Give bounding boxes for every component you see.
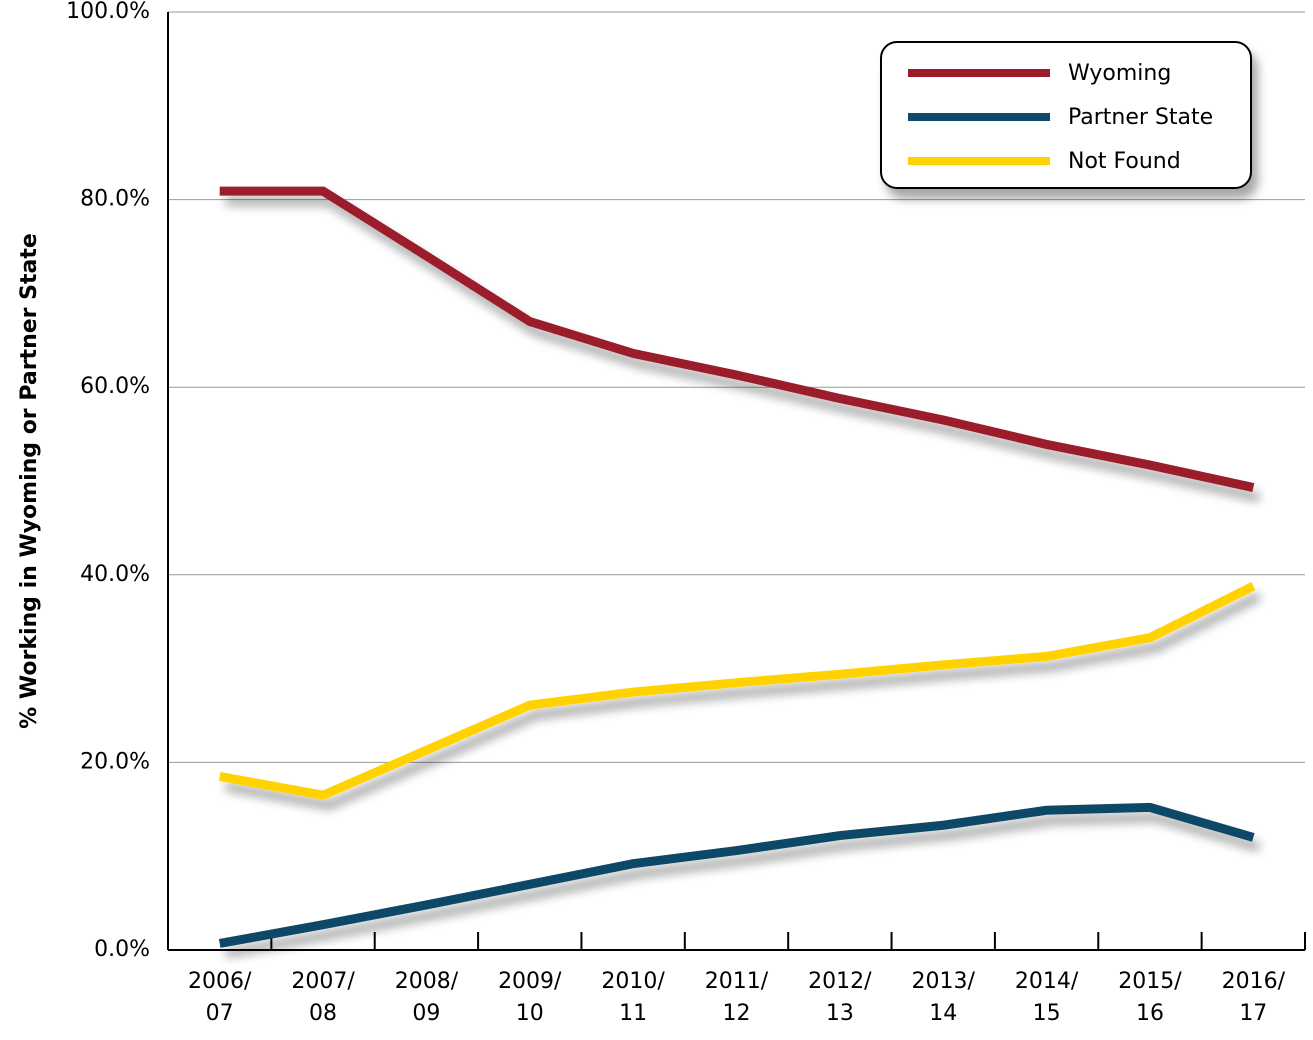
x-tick-label: 2012/ 13 [808,969,872,1026]
x-tick-label: 2009/ 10 [498,969,562,1026]
y-tick-label: 40.0% [80,562,150,587]
y-tick-label: 20.0% [80,749,150,774]
y-tick-label: 60.0% [80,374,150,399]
x-tick-label: 2008/ 09 [394,969,459,1026]
legend-label: Wyoming [1068,61,1171,86]
y-tick-label: 80.0% [80,187,150,212]
x-tick-label: 2016/ 17 [1221,969,1286,1026]
y-tick-label: 0.0% [94,937,150,962]
x-tick-label: 2007/ 08 [291,969,355,1026]
series-line [218,582,1256,800]
series-line [219,186,1255,492]
y-axis-label: % Working in Wyoming or Partner State [17,233,42,729]
series-line [218,802,1255,948]
x-tick-label: 2010/ 11 [601,969,665,1026]
legend-label: Partner State [1068,105,1213,130]
x-tick-label: 2014/ 15 [1014,969,1079,1026]
x-tick-label: 2013/ 14 [911,969,975,1026]
x-tick-label: 2011/ 12 [704,969,769,1026]
legend: Wyoming Partner State Not Found [880,41,1252,189]
legend-box [880,41,1252,189]
y-tick-label: 100.0% [66,0,150,24]
x-tick-label: 2015/ 16 [1118,969,1182,1026]
legend-label: Not Found [1068,149,1181,174]
x-tick-label: 2006/ 07 [187,969,252,1026]
